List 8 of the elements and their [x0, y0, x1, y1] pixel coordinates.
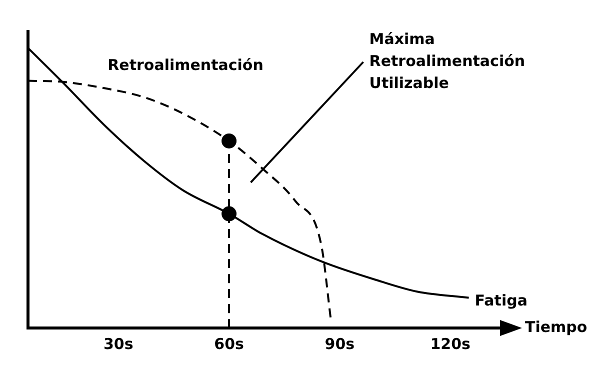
x-tick-label: 120s	[430, 334, 471, 353]
x-tick-label: 90s	[324, 334, 355, 353]
x-tick-label: 30s	[103, 334, 134, 353]
series-label: Fatiga	[474, 292, 528, 310]
annotation: Máxima Retroalimentación Utilizable	[369, 30, 526, 92]
series-label: Retroalimentación	[108, 56, 264, 74]
x-tick-label: 60s	[214, 334, 244, 353]
x-axis-title: Tiempo	[525, 318, 588, 336]
